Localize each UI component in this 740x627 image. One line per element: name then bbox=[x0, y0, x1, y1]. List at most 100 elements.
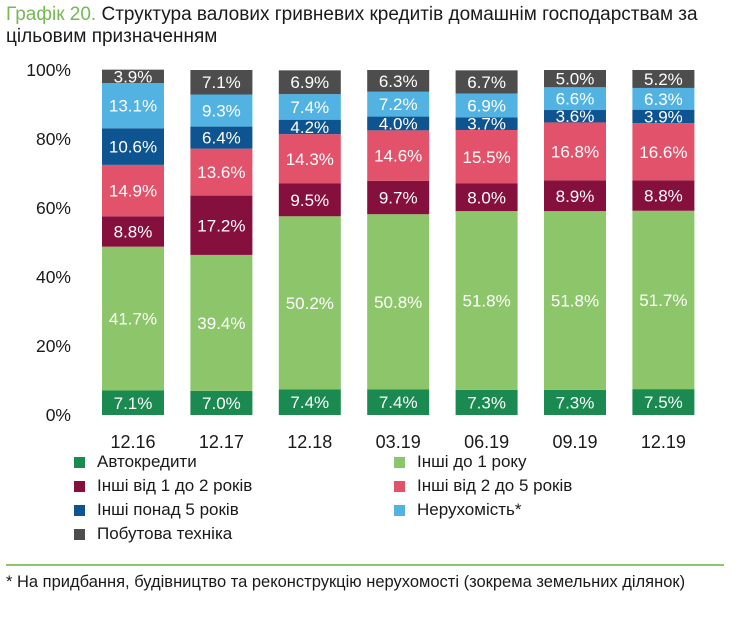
bar-stack-09.19: 7.3% 51.8% 8.9% 16.8% 3.6%6.6%5.0% bbox=[544, 70, 606, 415]
bar-segment bbox=[190, 254, 253, 391]
legend-swatch bbox=[74, 504, 85, 516]
bar-segment bbox=[190, 195, 253, 255]
bar-segment bbox=[367, 214, 430, 390]
bar-segment bbox=[455, 389, 518, 415]
y-tick-label: 60% bbox=[36, 198, 71, 218]
bar-segment bbox=[278, 70, 341, 95]
bar-segment bbox=[544, 110, 606, 123]
data-label: 8.0% bbox=[467, 188, 506, 207]
bar-segment bbox=[190, 70, 253, 95]
data-label: 16.6% bbox=[639, 143, 687, 162]
data-label: 51.8% bbox=[462, 291, 510, 310]
legend-item: Інші до 1 року bbox=[394, 452, 527, 472]
bar-segment bbox=[455, 183, 518, 212]
y-tick-label: 20% bbox=[36, 336, 71, 356]
x-tick-label: 09.19 bbox=[552, 432, 597, 452]
data-label: 5.0% bbox=[556, 70, 595, 89]
data-label: 41.7% bbox=[109, 310, 157, 329]
data-label: 3.7% bbox=[467, 115, 506, 134]
data-label: 9.3% bbox=[202, 102, 241, 121]
data-label: 13.6% bbox=[197, 163, 245, 182]
legend-item: Інші від 1 до 2 років bbox=[74, 476, 252, 496]
legend-swatch bbox=[74, 480, 85, 492]
legend-label: Нерухомість* bbox=[417, 500, 522, 519]
legend-label: Інші понад 5 років bbox=[97, 500, 239, 519]
legend-swatch bbox=[74, 456, 85, 468]
bar-segment bbox=[367, 91, 430, 117]
stacked-bar-chart: 0% 20% 40% 60% 80% 100% 7.1% 41.7% 8.8% 14.9% 10.… bbox=[26, 60, 695, 452]
data-label: 7.1% bbox=[202, 73, 241, 92]
data-label: 16.8% bbox=[551, 142, 599, 161]
bar-segment bbox=[278, 216, 341, 390]
legend-swatch bbox=[394, 504, 405, 516]
bar-segment bbox=[632, 123, 695, 181]
bar-segment bbox=[190, 94, 253, 127]
bar-segment bbox=[632, 109, 695, 124]
bar-segment bbox=[367, 180, 430, 215]
legend-item: Нерухомість* bbox=[394, 500, 521, 520]
data-label: 4.0% bbox=[379, 114, 418, 133]
bar-segment bbox=[278, 119, 341, 135]
legend-swatch bbox=[74, 528, 85, 540]
bar-segment bbox=[190, 390, 253, 415]
bar-segment bbox=[278, 94, 341, 120]
data-label: 50.8% bbox=[374, 293, 422, 312]
bar-segment bbox=[367, 389, 430, 415]
bar-segment bbox=[102, 69, 164, 84]
legend-label: Інші до 1 року bbox=[417, 452, 527, 471]
x-tick-label: 12.19 bbox=[641, 432, 686, 452]
bar-segment bbox=[632, 389, 695, 415]
y-tick-label: 40% bbox=[36, 267, 71, 287]
data-label: 6.9% bbox=[290, 73, 329, 92]
bar-segment bbox=[544, 180, 606, 212]
legend-swatch bbox=[394, 456, 405, 468]
y-tick-label: 0% bbox=[46, 405, 71, 425]
x-axis: 12.16 12.17 12.18 03.19 06.19 09.19 12.19 bbox=[110, 432, 685, 452]
bar-segment bbox=[455, 211, 518, 390]
data-label: 50.2% bbox=[286, 294, 334, 313]
data-label: 14.9% bbox=[109, 182, 157, 201]
bar-segment bbox=[455, 70, 518, 94]
data-label: 3.9% bbox=[644, 107, 683, 126]
data-label: 6.7% bbox=[467, 73, 506, 92]
data-label: 7.5% bbox=[644, 393, 683, 412]
data-label: 13.1% bbox=[109, 97, 157, 116]
chart-title: Графік 20. Структура валових гривневих к… bbox=[6, 4, 731, 48]
legend-label: Побутова техніка bbox=[97, 524, 233, 543]
footnote: * На придбання, будівництво та реконстру… bbox=[6, 573, 686, 591]
data-label: 9.7% bbox=[379, 188, 418, 207]
bar-segment bbox=[102, 390, 164, 415]
bar-segment bbox=[190, 148, 253, 196]
data-label: 17.2% bbox=[197, 216, 245, 235]
bar-segment bbox=[544, 389, 606, 415]
data-label: 7.4% bbox=[379, 393, 418, 412]
bar-segment bbox=[102, 246, 164, 391]
data-label: 14.3% bbox=[286, 150, 334, 169]
data-label: 3.6% bbox=[556, 107, 595, 126]
bar-segment bbox=[455, 117, 518, 131]
legend-swatch bbox=[394, 480, 405, 492]
data-label: 15.5% bbox=[462, 148, 510, 167]
data-label: 3.9% bbox=[114, 67, 153, 86]
bar-segment bbox=[278, 134, 341, 184]
bar-segment bbox=[190, 126, 253, 149]
data-label: 39.4% bbox=[197, 314, 245, 333]
x-tick-label: 03.19 bbox=[376, 432, 421, 452]
x-tick-label: 12.16 bbox=[110, 432, 155, 452]
legend-label: Інші від 2 до 5 років bbox=[417, 476, 573, 495]
bar-stack-12.16: 7.1% 41.7% 8.8% 14.9% 10.6% 13.1% 3.9% bbox=[102, 67, 164, 415]
legend-label: Автокредити bbox=[97, 452, 197, 471]
data-label: 14.6% bbox=[374, 147, 422, 166]
x-tick-label: 06.19 bbox=[464, 432, 509, 452]
data-label: 6.9% bbox=[467, 96, 506, 115]
data-label: 5.2% bbox=[644, 70, 683, 89]
data-label: 6.3% bbox=[644, 90, 683, 109]
x-tick-label: 12.18 bbox=[287, 432, 332, 452]
legend-item: Інші від 2 до 5 років bbox=[394, 476, 572, 496]
chart-number: Графік 20. bbox=[6, 4, 97, 25]
bar-segment bbox=[544, 87, 606, 111]
data-label: 7.0% bbox=[202, 394, 241, 413]
data-label: 10.6% bbox=[109, 138, 157, 157]
bar-segment bbox=[632, 180, 695, 211]
legend-label: Інші від 1 до 2 років bbox=[97, 476, 253, 495]
